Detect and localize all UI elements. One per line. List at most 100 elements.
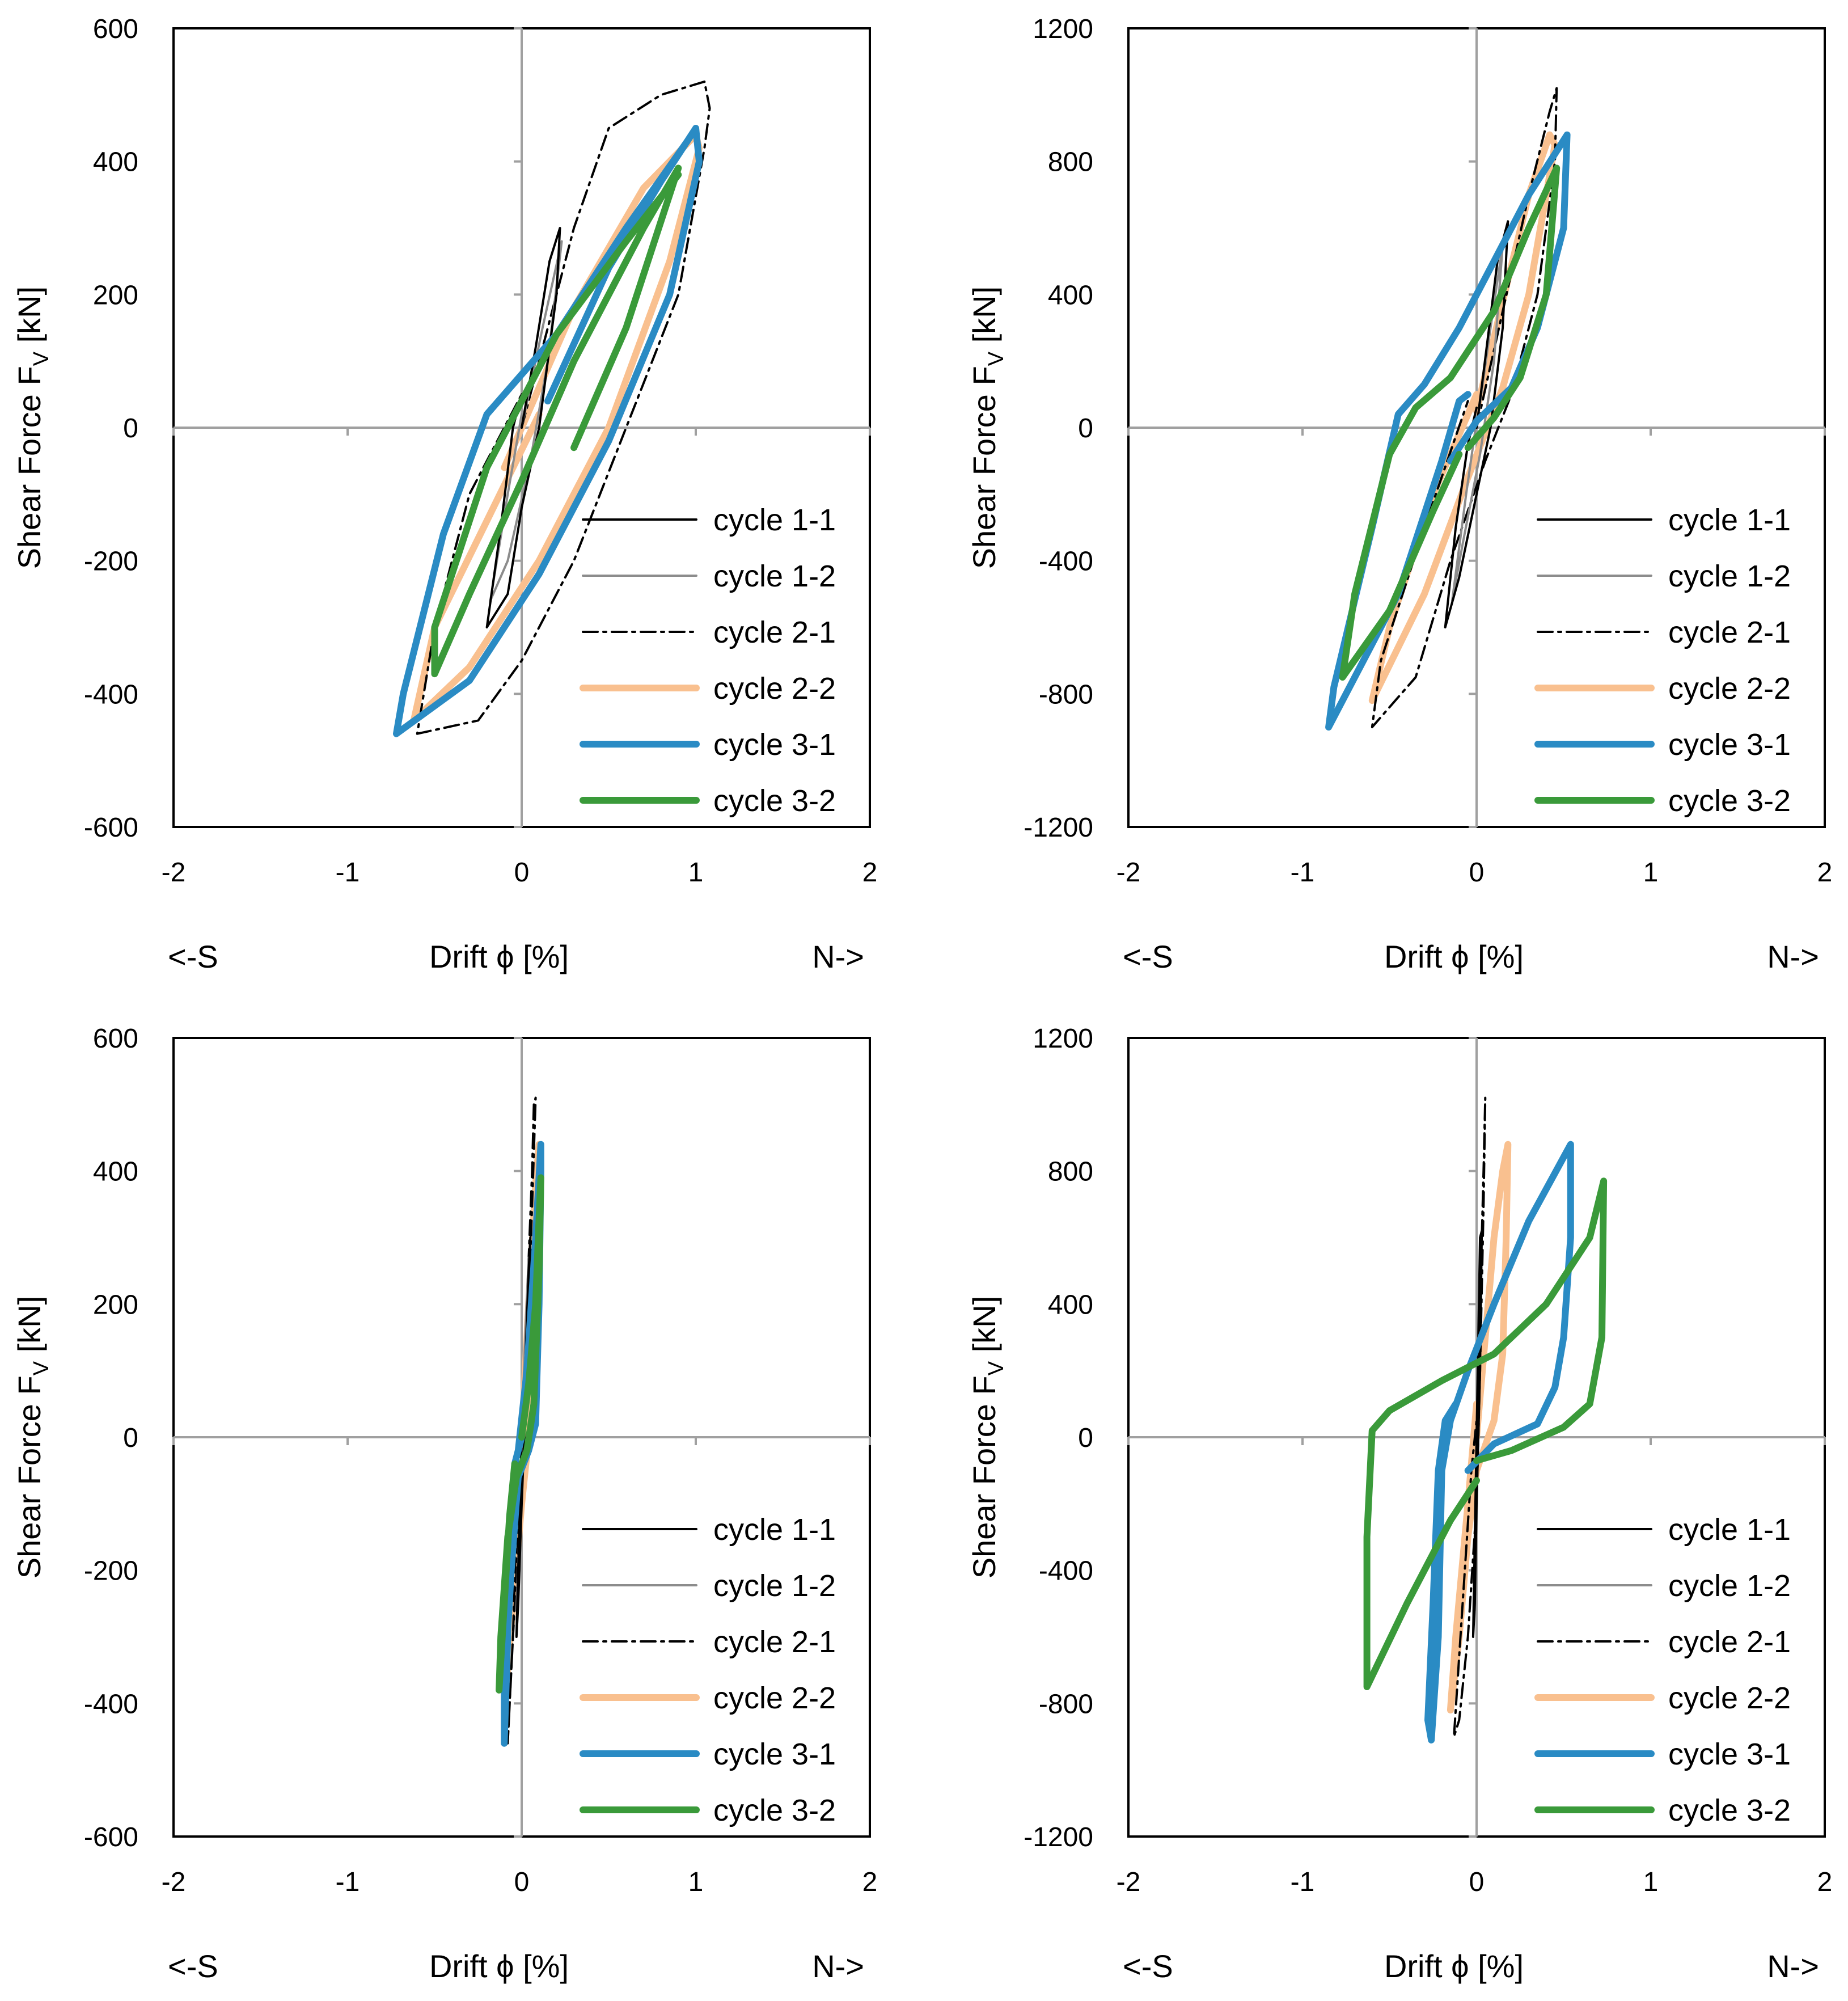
y-axis-label: Shear Force FV [kN] [11, 1296, 53, 1578]
y-axis-label-unit: [kN] [11, 286, 47, 352]
x-tick-label: -2 [1117, 858, 1141, 888]
series-line-c32 [431, 164, 682, 678]
y-tick-label: 600 [93, 14, 138, 44]
north-direction-note: N-> [1767, 939, 1819, 974]
y-tick-label: 200 [93, 1290, 138, 1320]
series-line-c32 [496, 1174, 544, 1694]
south-direction-note: <-S [168, 1948, 218, 1984]
x-tick-label: 2 [862, 1867, 878, 1897]
legend-label-c32: cycle 3-2 [1668, 1793, 1791, 1827]
x-tick-label: 0 [514, 858, 530, 888]
y-axis-label: Shear Force FV [kN] [966, 286, 1008, 569]
legend-label-c22: cycle 2-2 [1668, 672, 1791, 706]
y-tick-label: 600 [93, 1024, 138, 1054]
legend-label-c21: cycle 2-1 [1668, 1625, 1791, 1659]
legend: cycle 1-1 cycle 1-2 cycle 2-1 cycle 2-2 cycl… [580, 1513, 836, 1827]
series-line-c11 [1471, 1230, 1483, 1638]
y-tick-label: -200 [84, 1556, 138, 1586]
y-axis-label: Shear Force FV [kN] [11, 286, 53, 569]
y-tick-label: -800 [1039, 679, 1093, 710]
legend-label-c31: cycle 3-1 [1668, 728, 1791, 762]
y-tick-label: 0 [1078, 1423, 1093, 1453]
north-direction-note: N-> [812, 939, 864, 974]
legend-label-c21: cycle 2-1 [713, 1625, 836, 1659]
south-direction-note: <-S [1123, 939, 1173, 974]
series-line-c31 [393, 125, 703, 737]
chart-top-right: -2 -1 0 1 2 1200 800 400 0 -400 -800 -1200 <-S Drift … [966, 14, 1832, 974]
y-axis-label-unit: [kN] [11, 1296, 47, 1361]
y-tick-label: 400 [93, 1157, 138, 1187]
y-tick-label: -600 [84, 1822, 138, 1852]
legend-label-c11: cycle 1-1 [1668, 503, 1791, 537]
x-tick-label: 2 [862, 858, 878, 888]
y-tick-label: 800 [1048, 1157, 1093, 1187]
series-line-c21 [416, 80, 711, 735]
series-group [1325, 87, 1571, 731]
y-tick-label: -400 [1039, 547, 1093, 577]
series-group [496, 1096, 544, 1747]
x-tick-label: 0 [1469, 858, 1485, 888]
x-axis-label: Drift ϕ [%] [429, 939, 569, 974]
south-direction-note: <-S [168, 939, 218, 974]
y-tick-label: 0 [123, 413, 138, 444]
legend-label-c11: cycle 1-1 [1668, 1513, 1791, 1547]
y-axis-label-main: Shear Force F [966, 1375, 1002, 1578]
y-axis-label-subscript: V [29, 1361, 53, 1375]
y-axis-label-unit: [kN] [966, 286, 1002, 352]
y-axis-label-main: Shear Force F [11, 1375, 47, 1578]
x-tick-label: 1 [688, 1867, 704, 1897]
x-tick-label: 0 [514, 1867, 530, 1897]
legend-label-c12: cycle 1-2 [713, 559, 836, 593]
chart-top-left: -2 -1 0 1 2 600 400 200 0 -200 -400 -600 <-S Drift ϕ … [11, 14, 877, 974]
x-axis-label: Drift ϕ [%] [1384, 1948, 1524, 1984]
y-tick-label: 400 [1048, 1290, 1093, 1320]
x-tick-label: 1 [1643, 1867, 1659, 1897]
series-line-c11 [1444, 220, 1509, 628]
y-tick-label: -600 [84, 813, 138, 843]
x-tick-label: -2 [162, 858, 186, 888]
legend-label-c22: cycle 2-2 [713, 672, 836, 706]
y-tick-label: -200 [84, 547, 138, 577]
y-axis-label-subscript: V [984, 351, 1008, 366]
series-group [393, 80, 711, 737]
y-axis-label-unit: [kN] [966, 1296, 1002, 1361]
x-axis-label: Drift ϕ [%] [429, 1948, 569, 1984]
legend-label-c11: cycle 1-1 [713, 503, 836, 537]
legend-label-c12: cycle 1-2 [1668, 559, 1791, 593]
legend-label-c22: cycle 2-2 [1668, 1681, 1791, 1715]
y-tick-label: -400 [84, 679, 138, 710]
y-axis-label-main: Shear Force F [11, 366, 47, 569]
y-tick-label: 0 [123, 1423, 138, 1453]
x-tick-label: -2 [1117, 1867, 1141, 1897]
y-axis-label-main: Shear Force F [966, 366, 1002, 569]
legend-label-c11: cycle 1-1 [713, 1513, 836, 1547]
x-tick-label: -1 [1291, 858, 1315, 888]
series-group [1363, 1096, 1608, 1744]
x-tick-label: -1 [1291, 1867, 1315, 1897]
x-tick-label: 1 [1643, 858, 1659, 888]
x-tick-label: 0 [1469, 1867, 1485, 1897]
north-direction-note: N-> [812, 1948, 864, 1984]
y-axis-label-subscript: V [29, 351, 53, 366]
y-tick-label: 800 [1048, 147, 1093, 178]
legend-label-c21: cycle 2-1 [1668, 615, 1791, 649]
legend-label-c31: cycle 3-1 [713, 1737, 836, 1771]
legend-label-c32: cycle 3-2 [713, 784, 836, 818]
series-line-c22 [1447, 1141, 1512, 1714]
x-tick-label: -1 [336, 858, 360, 888]
north-direction-note: N-> [1767, 1948, 1819, 1984]
x-axis-label: Drift ϕ [%] [1384, 939, 1524, 974]
south-direction-note: <-S [1123, 1948, 1173, 1984]
y-tick-label: 0 [1078, 413, 1093, 444]
legend-label-c32: cycle 3-2 [713, 1793, 836, 1827]
chart-bottom-left: -2 -1 0 1 2 600 400 200 0 -200 -400 -600 <-S Drift ϕ … [11, 1024, 877, 1984]
y-axis-label-subscript: V [984, 1361, 1008, 1375]
y-axis-label: Shear Force FV [kN] [966, 1296, 1008, 1578]
legend-label-c12: cycle 1-2 [1668, 1569, 1791, 1603]
series-line-c12 [1451, 243, 1504, 602]
y-tick-label: 1200 [1033, 14, 1093, 44]
legend-label-c22: cycle 2-2 [713, 1681, 836, 1715]
legend: cycle 1-1 cycle 1-2 cycle 2-1 cycle 2-2 cycl… [580, 503, 836, 818]
x-tick-label: 1 [688, 858, 704, 888]
